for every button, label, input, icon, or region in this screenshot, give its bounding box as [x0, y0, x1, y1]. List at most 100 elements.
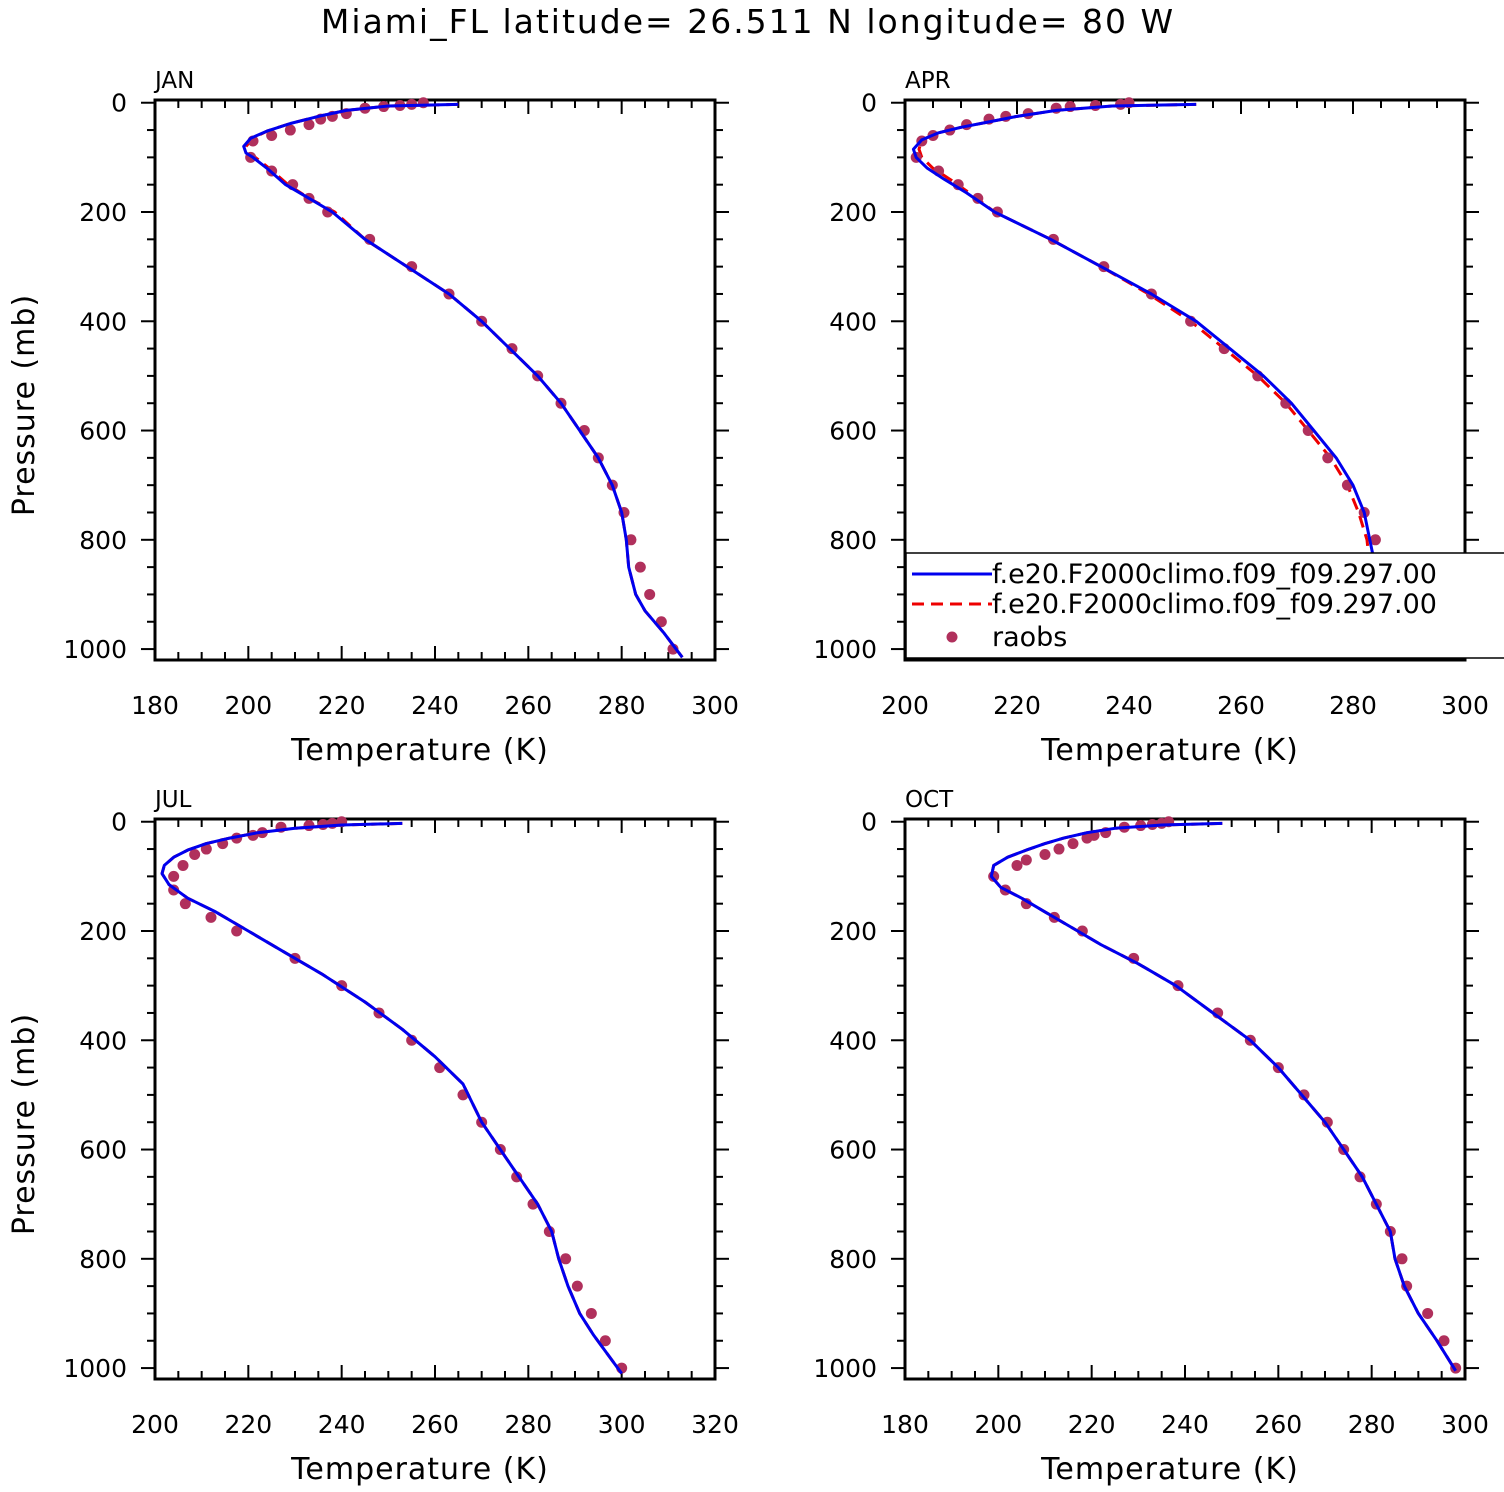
raobs-point [189, 849, 201, 861]
raobs-point [266, 130, 278, 142]
x-tick-label: 200 [881, 691, 929, 720]
x-tick-label: 300 [598, 1410, 646, 1439]
raobs-point [599, 1335, 611, 1347]
y-tick-label: 200 [79, 198, 127, 227]
raobs-point [560, 1253, 572, 1265]
model-dashed-line [160, 821, 623, 1375]
x-tick-label: 200 [131, 1410, 179, 1439]
raobs-point [168, 870, 180, 882]
raobs-point [177, 859, 189, 871]
raobs-point [1067, 838, 1079, 850]
plot-frame [153, 817, 717, 1381]
x-tick-label: 280 [504, 1410, 552, 1439]
raobs-point [506, 343, 518, 355]
panel-jul: JUL 200 220 240 260 280 300 320 0 200 400 600 800 100… [7, 787, 739, 1487]
raobs-point [231, 925, 243, 937]
raobs-series [988, 816, 1462, 1374]
y-tick-label: 1000 [813, 635, 877, 664]
y-tick-label: 1000 [63, 1354, 127, 1383]
x-tick-label: 260 [1254, 1410, 1302, 1439]
panels: JAN 180 200 220 240 260 280 300 0 200 400 600 800 100… [7, 68, 1504, 1487]
x-tick-label: 240 [318, 1410, 366, 1439]
legend: f.e20.F2000climo.f09_f09.297.00f.e20.F20… [905, 552, 1504, 659]
y-tick-label: 800 [79, 1245, 127, 1274]
model-solid-line [242, 102, 684, 659]
y-tick-label: 0 [861, 89, 877, 118]
x-tick-label: 200 [974, 1410, 1022, 1439]
x-axis-title: Temperature (K) [1040, 1452, 1299, 1487]
x-tick-label: 220 [993, 691, 1041, 720]
y-tick-label: 800 [829, 1245, 877, 1274]
raobs-point [1020, 854, 1032, 866]
raobs-point [205, 911, 217, 923]
y-tick-label: 200 [829, 917, 877, 946]
raobs-point [1422, 1307, 1434, 1319]
raobs-point [644, 588, 656, 600]
raobs-point [634, 561, 646, 573]
x-axis-title: Temperature (K) [290, 733, 549, 768]
model-solid-line [911, 102, 1439, 651]
x-tick-label: 260 [504, 691, 552, 720]
raobs-point [1396, 1253, 1408, 1265]
y-tick-label: 1000 [813, 1354, 877, 1383]
raobs-series [168, 816, 628, 1374]
y-tick-label: 0 [111, 89, 127, 118]
raobs-point [179, 898, 191, 910]
legend-label: raobs [992, 622, 1067, 653]
panel-oct: OCT 180 200 220 240 260 280 300 0 200 400 600 800 100… [813, 787, 1488, 1487]
raobs-point [1322, 452, 1334, 464]
x-tick-label: 300 [691, 691, 739, 720]
y-tick-label: 1000 [63, 635, 127, 664]
raobs-point [1089, 99, 1101, 111]
panel-label: APR [905, 68, 951, 94]
y-tick-label: 200 [829, 198, 877, 227]
y-tick-label: 600 [829, 417, 877, 446]
legend-label: f.e20.F2000climo.f09_f09.297.00 [992, 589, 1437, 620]
y-tick-label: 0 [861, 808, 877, 837]
y-tick-label: 400 [829, 307, 877, 336]
x-tick-label: 220 [1068, 1410, 1116, 1439]
y-tick-label: 800 [79, 526, 127, 555]
plot-frame [903, 817, 1467, 1381]
raobs-point [1011, 859, 1023, 871]
x-tick-label: 240 [1161, 1410, 1209, 1439]
y-tick-label: 200 [79, 917, 127, 946]
x-tick-label: 300 [1441, 1410, 1489, 1439]
main-title: Miami_FL latitude= 26.511 N longitude= 8… [321, 2, 1175, 41]
raobs-point [585, 1307, 597, 1319]
y-tick-label: 400 [829, 1026, 877, 1055]
panel-apr: APR 200 220 240 260 280 300 0 200 400 600 800 1000 Te… [813, 68, 1488, 768]
raobs-point [1039, 849, 1051, 861]
x-tick-label: 180 [131, 691, 179, 720]
panel-label: JAN [153, 68, 194, 94]
x-tick-label: 220 [318, 691, 366, 720]
x-tick-label: 260 [1217, 691, 1265, 720]
raobs-point [571, 1280, 583, 1292]
y-tick-label: 600 [79, 1136, 127, 1165]
x-axis-title: Temperature (K) [290, 1452, 549, 1487]
raobs-point [1081, 832, 1093, 844]
x-tick-label: 240 [1105, 691, 1153, 720]
panel-jan: JAN 180 200 220 240 260 280 300 0 200 400 600 800 100… [7, 68, 739, 768]
raobs-point [1156, 817, 1168, 829]
x-tick-label: 220 [224, 1410, 272, 1439]
model-solid-line [989, 821, 1457, 1372]
raobs-point [303, 119, 315, 131]
y-tick-label: 800 [829, 526, 877, 555]
x-tick-label: 260 [411, 1410, 459, 1439]
raobs-point [284, 124, 296, 136]
panel-label: OCT [905, 787, 954, 813]
model-dashed-line [989, 821, 1457, 1372]
y-axis-title: Pressure (mb) [7, 294, 42, 516]
x-axis-title: Temperature (K) [1040, 733, 1299, 768]
y-axis-title: Pressure (mb) [7, 1013, 42, 1235]
model-solid-line [160, 821, 623, 1375]
raobs-series [245, 97, 679, 655]
raobs-point [317, 818, 329, 830]
x-tick-label: 240 [411, 691, 459, 720]
raobs-point [1369, 534, 1381, 546]
legend-box [905, 552, 1504, 659]
y-tick-label: 600 [829, 1136, 877, 1165]
x-tick-label: 280 [598, 691, 646, 720]
